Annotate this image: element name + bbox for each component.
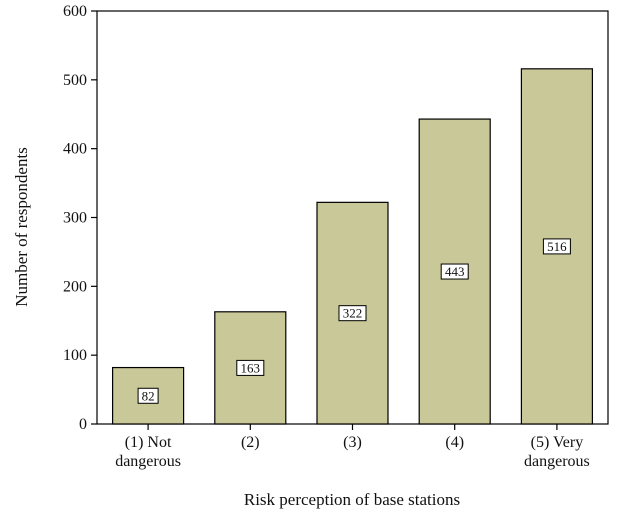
y-tick-label: 200: [63, 278, 87, 295]
data-label-box: [542, 238, 571, 255]
y-tick-label: 600: [63, 3, 87, 20]
data-label-box: [137, 387, 159, 404]
x-tick-label: (3): [343, 434, 362, 451]
y-axis-title: Number of respondents: [12, 147, 31, 307]
data-label: 443: [445, 264, 465, 279]
y-tick-label: 300: [63, 210, 87, 227]
x-axis-title: Risk perception of base stations: [244, 490, 460, 509]
data-label-box: [338, 305, 367, 322]
y-tick-label: 500: [63, 72, 87, 89]
x-tick-label: (4): [445, 434, 464, 451]
x-tick-label: (1) Not dangerous: [115, 434, 181, 470]
data-label: 516: [547, 239, 567, 254]
x-tick-label: (2): [241, 434, 260, 451]
x-tick-label: (5) Very dangerous: [524, 434, 590, 470]
y-tick-label: 100: [63, 347, 87, 364]
data-label-box: [440, 263, 469, 280]
plot-area: 0 100 200 300 400 500 600 (1) Not dangerous 82 (2)…: [63, 3, 609, 470]
y-tick-label: 400: [63, 141, 87, 158]
y-tick-label: 0: [79, 416, 87, 433]
data-label: 322: [343, 306, 363, 321]
data-label: 163: [241, 360, 261, 375]
data-label-box: [236, 359, 265, 376]
data-label: 82: [142, 388, 155, 403]
